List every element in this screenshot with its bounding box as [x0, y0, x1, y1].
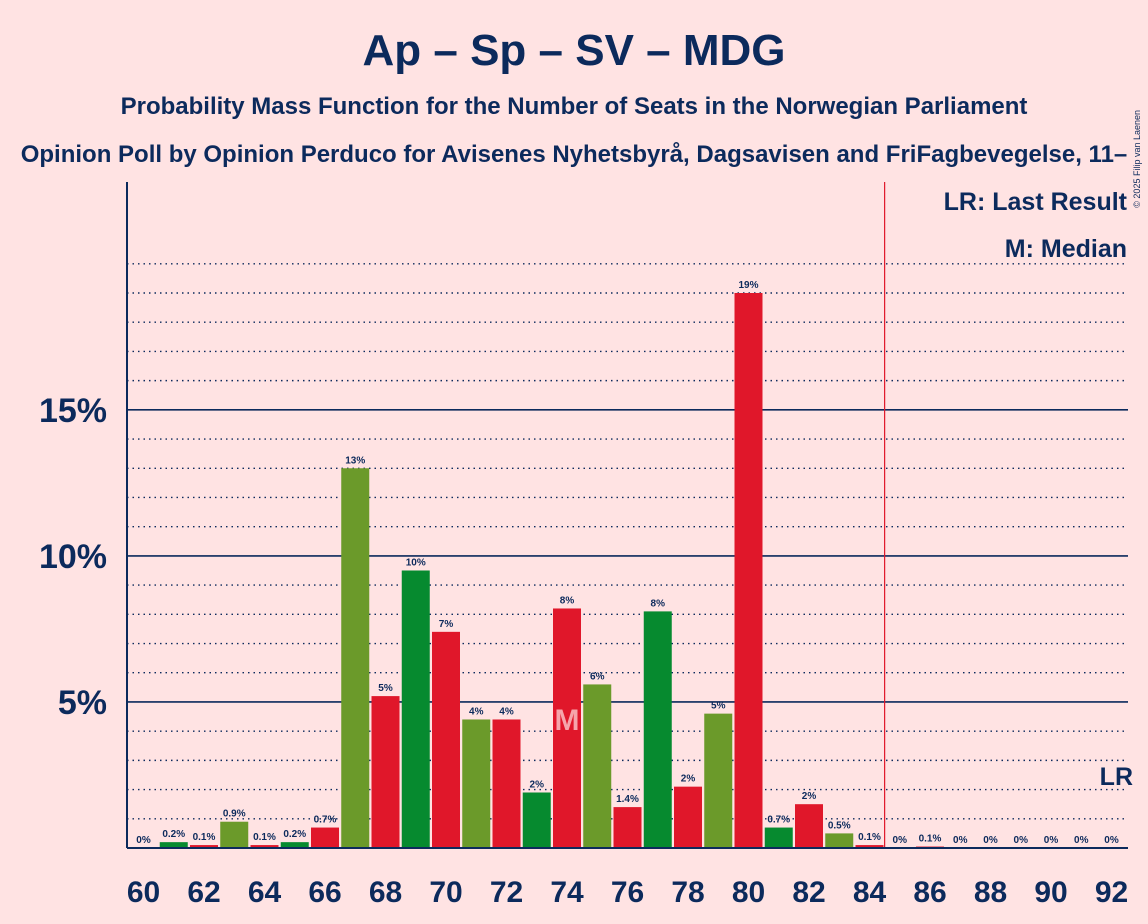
bar — [250, 845, 279, 848]
bar — [190, 845, 218, 848]
bar-value-label: 0.1% — [919, 834, 942, 845]
x-tick-label: 66 — [308, 876, 341, 909]
bar-value-label: 0.1% — [253, 832, 276, 843]
bar-value-label: 0% — [953, 835, 968, 846]
bar — [643, 611, 672, 848]
x-tick-label: 82 — [792, 876, 825, 909]
legend-last-result: LR: Last Result — [944, 188, 1128, 216]
x-tick-label: 88 — [974, 876, 1007, 909]
bar-value-label: 0.1% — [193, 832, 216, 843]
x-tick-label: 78 — [671, 876, 704, 909]
copyright-notice: © 2025 Filip van Laenen — [1132, 110, 1142, 208]
bar-value-label: 6% — [590, 671, 605, 682]
x-tick-label: 84 — [853, 876, 887, 909]
bar-value-label: 2% — [530, 780, 545, 791]
bar-value-label: 0.9% — [223, 809, 246, 820]
x-tick-label: 92 — [1095, 876, 1128, 909]
y-tick-label: 10% — [39, 538, 107, 576]
bar-value-label: 0% — [893, 835, 908, 846]
bar — [401, 570, 430, 848]
x-axis-ticks: 60 62 64 66 68 70 72 74 76 78 80 82 84 86 88 90 92 — [127, 876, 1128, 909]
bar-value-label: 0% — [1074, 835, 1089, 846]
bar — [159, 842, 188, 848]
bar — [704, 713, 733, 848]
bar — [825, 833, 854, 848]
bar-value-label: 7% — [439, 619, 454, 630]
y-axis-ticks: 5% 10% 15% — [39, 392, 107, 722]
bar — [371, 696, 400, 848]
bar — [613, 807, 642, 848]
bar — [311, 827, 339, 848]
bar-value-label: 13% — [345, 455, 365, 466]
bar — [432, 631, 460, 848]
x-tick-label: 70 — [429, 876, 462, 909]
x-tick-label: 72 — [490, 876, 523, 909]
x-tick-label: 60 — [127, 876, 160, 909]
bar-value-label: 5% — [378, 683, 393, 694]
bar — [553, 608, 581, 848]
x-tick-label: 62 — [187, 876, 220, 909]
bar-value-label: 0.1% — [858, 832, 881, 843]
legend-median: M: Median — [1005, 235, 1127, 263]
bar — [764, 827, 793, 848]
bar-value-label: 0% — [136, 835, 151, 846]
bar-value-label: 0% — [1104, 835, 1119, 846]
bar-value-label: 1.4% — [616, 794, 639, 805]
x-tick-label: 68 — [369, 876, 402, 909]
bar-value-label: 0.2% — [283, 829, 306, 840]
bar-value-label: 0.7% — [314, 815, 337, 826]
bar — [795, 804, 823, 848]
bar-value-label: 5% — [711, 701, 726, 712]
bar-value-label: 0.5% — [828, 820, 851, 831]
y-tick-label: 15% — [39, 392, 107, 430]
bar — [220, 821, 249, 848]
bar — [855, 845, 884, 848]
y-tick-label: 5% — [58, 684, 107, 722]
bar — [522, 792, 551, 848]
bar — [462, 719, 491, 848]
bar — [280, 842, 309, 848]
bar-value-label: 4% — [499, 706, 514, 717]
bar — [674, 786, 702, 848]
x-tick-label: 86 — [913, 876, 946, 909]
bar-value-label: 0% — [1014, 835, 1029, 846]
x-tick-label: 64 — [248, 876, 282, 909]
bar-labels: 0% 0.2% 0.1% 0.9% 0.1% 0.2% 0.7% 13% 5% 10% 7% 4% 4%… — [136, 280, 1119, 846]
bar-value-label: 8% — [560, 595, 575, 606]
bar-value-label: 0% — [983, 835, 998, 846]
bar-value-label: 2% — [681, 774, 696, 785]
x-tick-label: 90 — [1034, 876, 1067, 909]
bars — [159, 293, 944, 848]
bar — [583, 684, 612, 848]
chart-title: Ap – Sp – SV – MDG — [363, 26, 786, 75]
x-tick-label: 76 — [611, 876, 644, 909]
median-marker: M — [555, 704, 580, 737]
bar-value-label: 8% — [651, 598, 666, 609]
bar-value-label: 4% — [469, 706, 484, 717]
gridlines — [127, 263, 1128, 820]
bar-value-label: 19% — [738, 280, 758, 291]
x-tick-label: 80 — [732, 876, 765, 909]
poll-source: Opinion Poll by Opinion Perduco for Avis… — [21, 141, 1128, 168]
bar-value-label: 0% — [1044, 835, 1059, 846]
bar-value-label: 2% — [802, 791, 817, 802]
bar — [341, 468, 370, 848]
bar — [734, 293, 763, 848]
chart-subtitle: Probability Mass Function for the Number… — [121, 93, 1028, 120]
last-result-marker: LR — [1100, 763, 1133, 791]
bar-value-label: 0.7% — [767, 815, 790, 826]
bar-value-label: 10% — [406, 558, 426, 569]
bar — [492, 719, 521, 848]
x-tick-label: 74 — [550, 876, 584, 909]
bar-value-label: 0.2% — [162, 829, 185, 840]
